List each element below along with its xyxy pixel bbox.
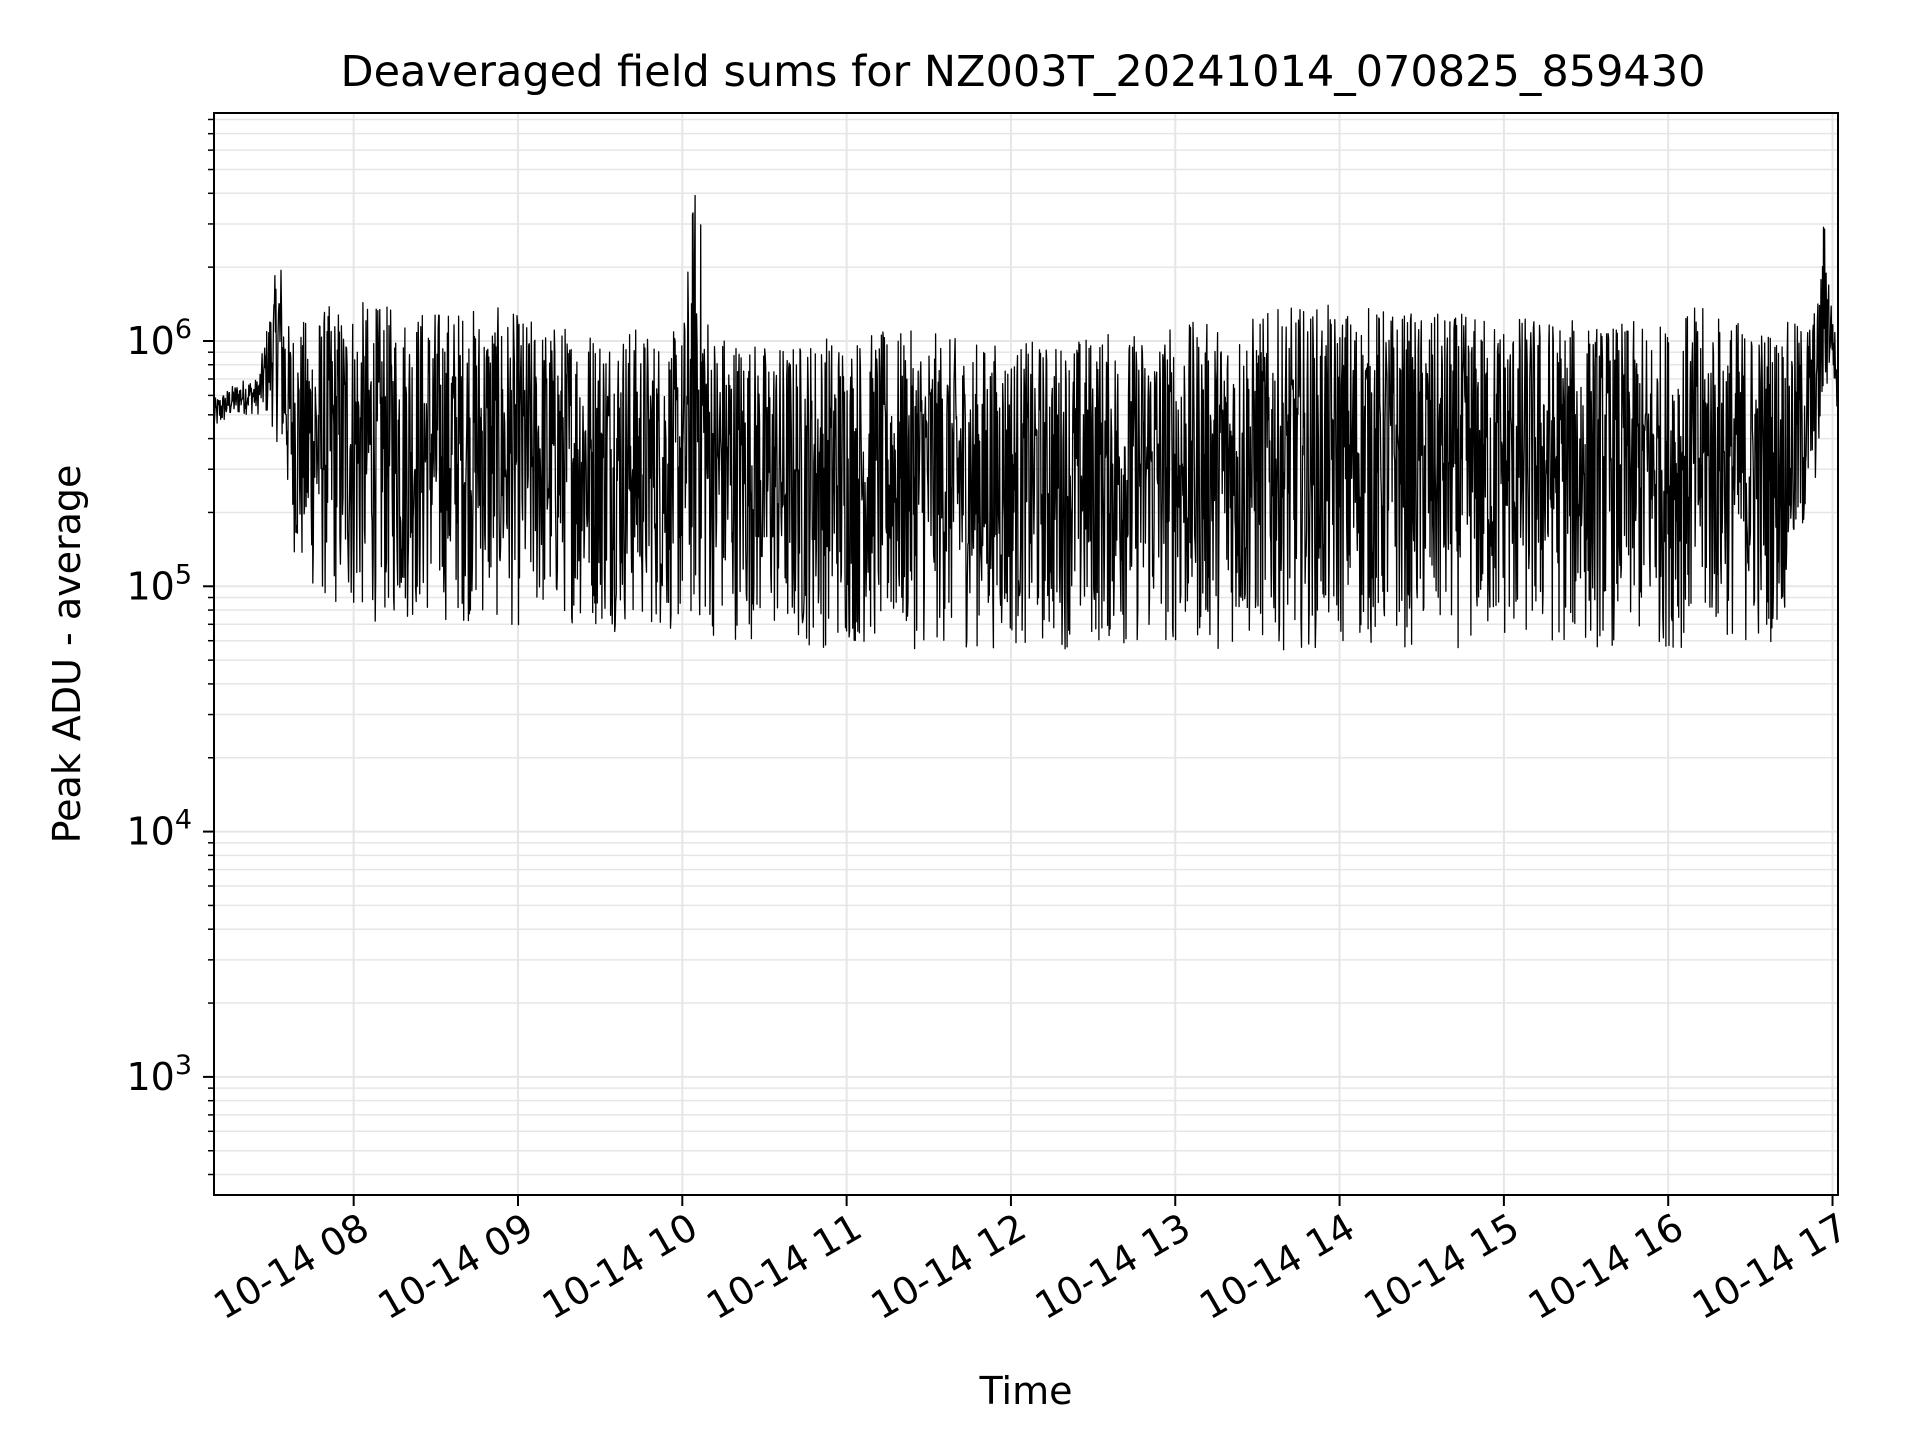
x-tick-label: 10-14 12 (863, 1205, 1033, 1329)
y-tick-label: 105 (126, 559, 192, 608)
y-tick-label: 106 (126, 314, 192, 363)
x-tick-label: 10-14 09 (371, 1205, 541, 1329)
x-tick-label: 10-14 08 (206, 1205, 376, 1329)
series-line (214, 194, 1838, 651)
grid-lines (214, 113, 1838, 1195)
y-tick-label: 103 (126, 1050, 192, 1099)
x-tick-label: 10-14 14 (1192, 1205, 1362, 1329)
y-tick-label: 104 (126, 805, 192, 854)
x-tick-label: 10-14 15 (1356, 1205, 1526, 1329)
y-axis-label: Peak ADU - average (45, 465, 89, 844)
chart-title: Deaveraged field sums for NZ003T_2024101… (340, 47, 1705, 97)
x-tick-label: 10-14 16 (1521, 1205, 1691, 1329)
x-tick-label: 10-14 17 (1685, 1205, 1855, 1329)
x-tick-label: 10-14 10 (535, 1205, 705, 1329)
series-area (214, 194, 1838, 651)
x-axis-label: Time (979, 1369, 1073, 1413)
plot-frame (213, 112, 1839, 1196)
y-axis-ticks: 103 104 105 106 (126, 118, 214, 1176)
x-tick-label: 10-14 11 (699, 1205, 869, 1329)
x-tick-label: 10-14 13 (1028, 1205, 1198, 1329)
